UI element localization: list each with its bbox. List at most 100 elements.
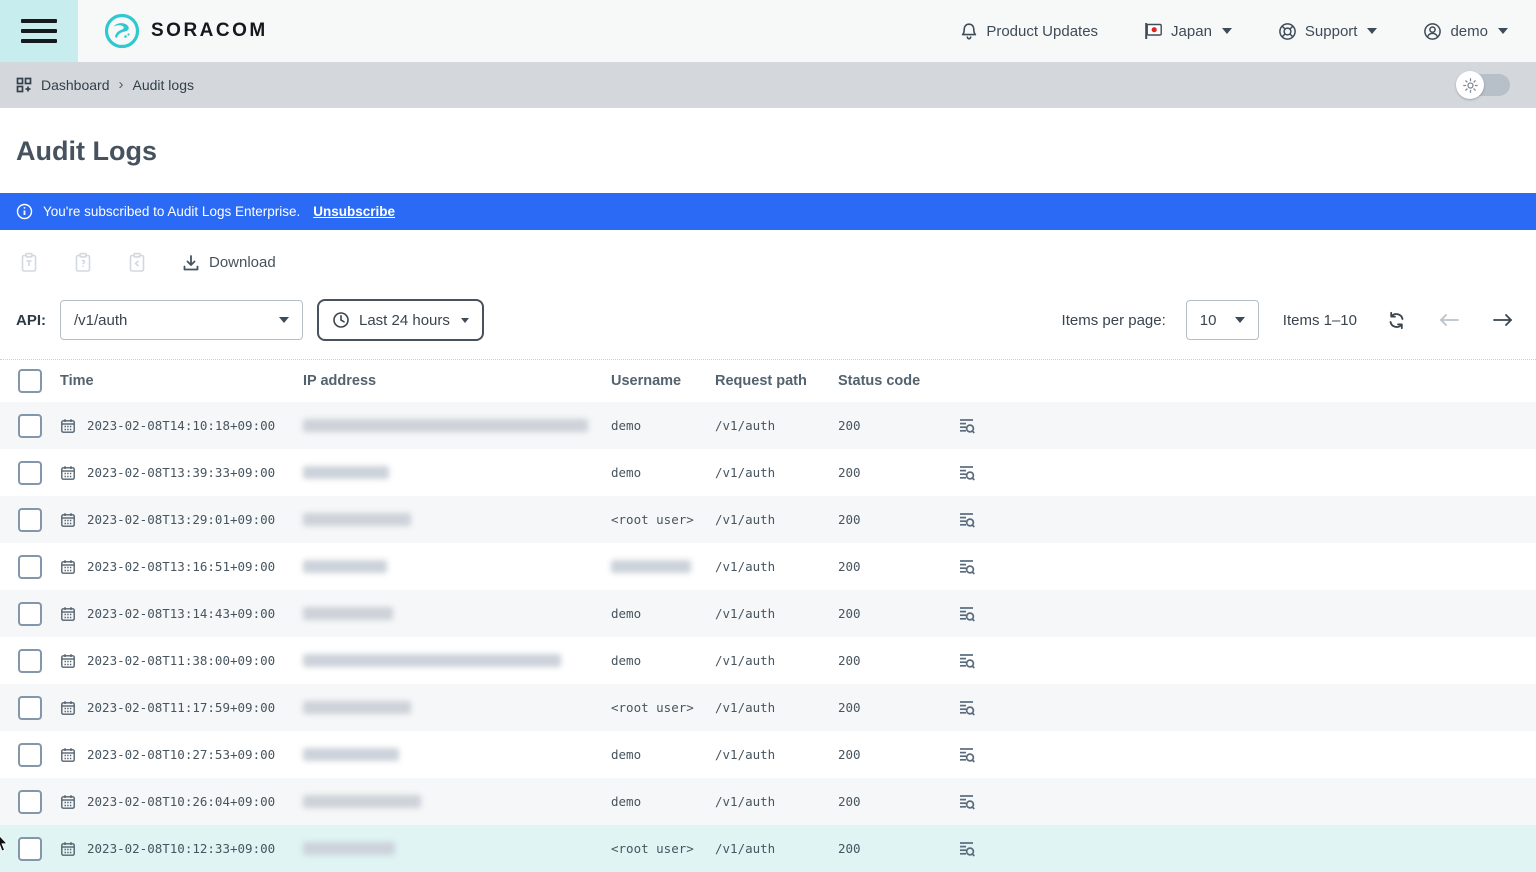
clipboard-copy-button-1[interactable]	[20, 252, 38, 273]
pagination-controls: Items per page: 10 Items 1–10	[1062, 300, 1520, 340]
log-search-icon	[958, 747, 975, 767]
select-all-checkbox[interactable]	[18, 369, 42, 393]
breadcrumb-dashboard[interactable]: Dashboard	[41, 77, 110, 93]
table-row[interactable]: 2023-02-08T11:38:00+09:00 demo /v1/auth …	[0, 637, 1536, 684]
support-menu[interactable]: Support	[1278, 22, 1378, 41]
log-username: demo	[611, 606, 642, 621]
view-details-button[interactable]	[958, 558, 975, 576]
log-time: 2023-02-08T14:10:18+09:00	[87, 418, 276, 433]
actions-toolbar: Download	[0, 230, 1536, 291]
row-checkbox[interactable]	[18, 742, 42, 767]
view-details-button[interactable]	[958, 605, 975, 623]
row-checkbox[interactable]	[18, 554, 42, 579]
product-updates-label: Product Updates	[986, 22, 1099, 40]
clipboard-copy-button-3[interactable]	[128, 252, 146, 273]
row-checkbox[interactable]	[18, 789, 42, 814]
column-header-request-path: Request path	[715, 373, 807, 389]
table-row[interactable]: 2023-02-08T10:27:53+09:00 demo /v1/auth …	[0, 731, 1536, 778]
calendar-icon	[60, 700, 76, 716]
log-search-icon	[958, 512, 975, 532]
subscription-banner: You're subscribed to Audit Logs Enterpri…	[0, 193, 1536, 230]
log-username: <root user>	[611, 841, 694, 856]
row-checkbox[interactable]	[18, 413, 42, 438]
row-checkbox[interactable]	[18, 695, 42, 720]
view-details-button[interactable]	[958, 417, 975, 435]
table-row[interactable]: 2023-02-08T11:17:59+09:00 <root user> /v…	[0, 684, 1536, 731]
column-header-username: Username	[611, 373, 682, 389]
refresh-button[interactable]	[1381, 311, 1412, 330]
arrow-left-icon	[1438, 314, 1460, 331]
row-checkbox[interactable]	[18, 507, 42, 532]
log-request-path: /v1/auth	[715, 794, 776, 809]
prev-page-button[interactable]	[1432, 312, 1466, 328]
items-per-page-label: Items per page:	[1061, 311, 1166, 329]
chevron-down-icon	[1221, 28, 1232, 34]
download-button[interactable]: Download	[182, 254, 276, 272]
calendar-icon	[60, 512, 76, 528]
calendar-icon	[60, 559, 76, 575]
calendar-icon	[60, 653, 76, 669]
column-header-time: Time	[60, 373, 94, 389]
table-row[interactable]: 2023-02-08T10:12:33+09:00 <root user> /v…	[0, 825, 1536, 872]
region-selector[interactable]: Japan	[1144, 22, 1232, 40]
log-request-path: /v1/auth	[715, 747, 776, 762]
table-row[interactable]: 2023-02-08T10:26:04+09:00 demo /v1/auth …	[0, 778, 1536, 825]
table-row[interactable]: 2023-02-08T14:10:18+09:00 demo /v1/auth …	[0, 402, 1536, 449]
clipboard-icon	[128, 252, 146, 276]
log-request-path: /v1/auth	[715, 700, 776, 715]
redacted-ip-address	[303, 842, 395, 855]
hamburger-menu-button[interactable]	[0, 0, 78, 62]
info-icon	[16, 203, 33, 220]
redacted-ip-address	[303, 654, 561, 667]
redacted-ip-address	[303, 513, 411, 526]
log-username: demo	[611, 653, 642, 668]
view-details-button[interactable]	[958, 746, 975, 764]
log-search-icon	[958, 794, 975, 814]
lifebuoy-icon	[1278, 22, 1297, 41]
log-username: demo	[611, 794, 642, 809]
log-time: 2023-02-08T13:29:01+09:00	[87, 512, 276, 527]
log-request-path: /v1/auth	[715, 606, 776, 621]
chevron-right-icon: ›	[118, 75, 124, 93]
calendar-icon	[60, 606, 76, 622]
view-details-button[interactable]	[958, 793, 975, 811]
row-checkbox[interactable]	[18, 460, 42, 485]
view-details-button[interactable]	[958, 652, 975, 670]
row-checkbox[interactable]	[18, 648, 42, 673]
table-row[interactable]: 2023-02-08T13:16:51+09:00 /v1/auth 200	[0, 543, 1536, 590]
items-per-page-select[interactable]: 10	[1185, 300, 1259, 340]
table-header: Time IP address Username Request path St…	[0, 360, 1536, 402]
log-time: 2023-02-08T10:26:04+09:00	[87, 794, 276, 809]
row-checkbox[interactable]	[18, 601, 42, 626]
view-details-button[interactable]	[958, 511, 975, 529]
log-search-icon	[958, 841, 975, 861]
soracom-logo[interactable]: SORACOM	[104, 13, 268, 49]
view-details-button[interactable]	[958, 464, 975, 482]
api-select[interactable]: /v1/auth	[60, 300, 303, 340]
table-row[interactable]: 2023-02-08T13:39:33+09:00 demo /v1/auth …	[0, 449, 1536, 496]
view-details-button[interactable]	[958, 699, 975, 717]
clipboard-copy-button-2[interactable]	[74, 252, 92, 273]
product-updates-button[interactable]: Product Updates	[960, 22, 1098, 41]
view-details-button[interactable]	[958, 840, 975, 858]
log-status-code: 200	[838, 465, 861, 480]
items-per-page-value: 10	[1199, 311, 1217, 329]
table-row[interactable]: 2023-02-08T13:14:43+09:00 demo /v1/auth …	[0, 590, 1536, 637]
log-time: 2023-02-08T13:16:51+09:00	[87, 559, 276, 574]
support-label: Support	[1304, 22, 1358, 40]
table-row[interactable]: 2023-02-08T13:29:01+09:00 <root user> /v…	[0, 496, 1536, 543]
next-page-button[interactable]	[1486, 312, 1520, 328]
redacted-ip-address	[303, 607, 393, 620]
user-menu[interactable]: demo	[1423, 22, 1508, 41]
log-time: 2023-02-08T13:14:43+09:00	[87, 606, 276, 621]
brand-name: SORACOM	[151, 20, 268, 41]
calendar-icon	[60, 418, 76, 434]
theme-toggle[interactable]	[1456, 71, 1510, 99]
unsubscribe-link[interactable]: Unsubscribe	[313, 204, 396, 219]
log-request-path: /v1/auth	[715, 512, 776, 527]
column-header-status-code: Status code	[838, 373, 921, 389]
log-search-icon	[958, 700, 975, 720]
row-checkbox[interactable]	[18, 836, 42, 861]
time-range-button[interactable]: Last 24 hours	[317, 299, 484, 341]
log-status-code: 200	[838, 794, 861, 809]
